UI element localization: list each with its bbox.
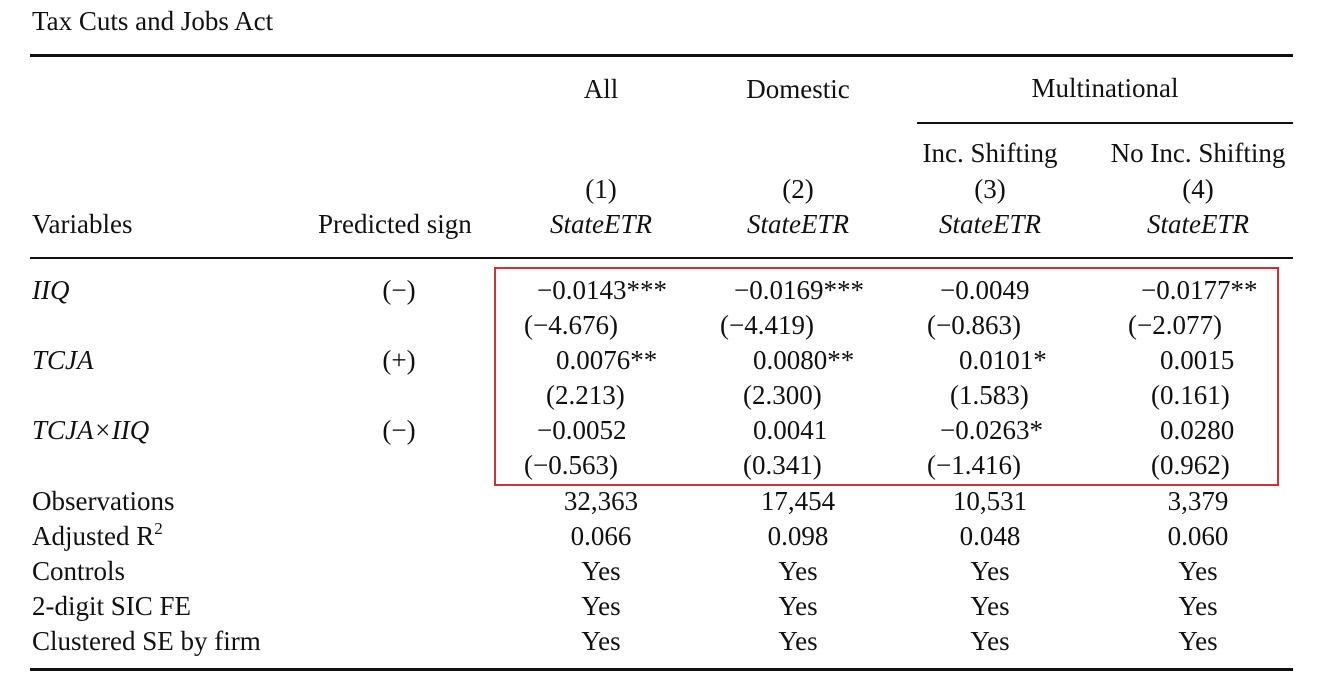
tstat-cell: (−0.863) bbox=[927, 310, 1021, 340]
coef-cell: −0.0177** bbox=[1141, 275, 1258, 305]
dep-var: StateETR bbox=[1147, 209, 1249, 239]
stat-cell: Yes bbox=[970, 591, 1010, 621]
stat-cell: Yes bbox=[778, 591, 818, 621]
header-rule bbox=[30, 257, 1293, 259]
stat-cell: 32,363 bbox=[563, 486, 639, 516]
stat-cell: 0.066 bbox=[570, 521, 632, 551]
stat-cell: 0.048 bbox=[959, 521, 1021, 551]
stat-cell: 0.098 bbox=[767, 521, 829, 551]
stat-cell: Yes bbox=[581, 626, 621, 656]
stat-label-controls: Controls bbox=[32, 556, 126, 586]
stat-cell: Yes bbox=[778, 626, 818, 656]
tstat-cell: (−4.676) bbox=[524, 310, 618, 340]
group-multinational: Multinational bbox=[1031, 73, 1179, 103]
coef-cell: −0.0049 bbox=[940, 275, 1030, 305]
tstat-cell: (−2.077) bbox=[1128, 310, 1222, 340]
coef-cell: 0.0280 bbox=[1160, 415, 1235, 445]
var-name-tcja-x-iiq: TCJA×IIQ bbox=[32, 415, 150, 445]
tstat-cell: (−1.416) bbox=[927, 450, 1021, 480]
col-number: (4) bbox=[1182, 174, 1214, 204]
tstat-cell: (0.161) bbox=[1151, 380, 1230, 410]
dep-var: StateETR bbox=[747, 209, 849, 239]
table-caption: Tax Cuts and Jobs Act bbox=[32, 6, 274, 36]
stat-label-sic-fe: 2-digit SIC FE bbox=[32, 591, 192, 621]
stat-cell: Yes bbox=[778, 556, 818, 586]
stat-label-observations: Observations bbox=[32, 486, 175, 516]
tstat-cell: (2.213) bbox=[546, 380, 625, 410]
var-name-iiq: IIQ bbox=[32, 275, 70, 305]
stat-cell: Yes bbox=[970, 556, 1010, 586]
stat-cell: Yes bbox=[1178, 626, 1218, 656]
tstat-cell: (2.300) bbox=[743, 380, 822, 410]
coef-cell: 0.0015 bbox=[1160, 345, 1235, 375]
bottom-rule bbox=[30, 668, 1293, 671]
stat-cell: 17,454 bbox=[760, 486, 836, 516]
tstat-cell: (−0.563) bbox=[524, 450, 618, 480]
stat-cell: Yes bbox=[581, 591, 621, 621]
stat-cell: Yes bbox=[581, 556, 621, 586]
tstat-cell: (1.583) bbox=[950, 380, 1029, 410]
stat-label-adjusted-r2: Adjusted R2 bbox=[32, 519, 163, 556]
highlight-box bbox=[494, 267, 1279, 486]
col-number: (2) bbox=[782, 174, 814, 204]
coef-cell: 0.0080** bbox=[753, 345, 855, 375]
group-domestic: Domestic bbox=[746, 74, 850, 104]
stat-cell: Yes bbox=[1178, 556, 1218, 586]
stat-cell: 3,379 bbox=[1167, 486, 1229, 516]
col-number: (3) bbox=[974, 174, 1006, 204]
top-rule bbox=[30, 54, 1293, 57]
stat-cell: Yes bbox=[1178, 591, 1218, 621]
multinational-rule bbox=[917, 122, 1293, 124]
coef-cell: −0.0263* bbox=[940, 415, 1043, 445]
sub-no-inc-shifting: No Inc. Shifting bbox=[1110, 138, 1286, 168]
predicted-sign: (+) bbox=[382, 345, 416, 375]
predicted-sign-header: Predicted sign bbox=[318, 209, 472, 239]
dep-var: StateETR bbox=[939, 209, 1041, 239]
coef-cell: −0.0143*** bbox=[537, 275, 667, 305]
r2-superscript: 2 bbox=[154, 519, 163, 538]
coef-cell: 0.0101* bbox=[959, 345, 1047, 375]
coef-cell: 0.0041 bbox=[753, 415, 828, 445]
stat-cell: 0.060 bbox=[1167, 521, 1229, 551]
dep-var: StateETR bbox=[550, 209, 652, 239]
stat-cell: 10,531 bbox=[952, 486, 1028, 516]
adjusted-label-text: Adjusted R bbox=[32, 521, 155, 551]
variables-header: Variables bbox=[32, 209, 133, 239]
coef-cell: 0.0076** bbox=[556, 345, 658, 375]
stat-label-clustered-se: Clustered SE by firm bbox=[32, 626, 261, 656]
predicted-sign: (−) bbox=[382, 275, 416, 305]
col-number: (1) bbox=[585, 174, 617, 204]
coef-cell: −0.0052 bbox=[537, 415, 627, 445]
tstat-cell: (−4.419) bbox=[720, 310, 814, 340]
tstat-cell: (0.341) bbox=[743, 450, 822, 480]
sub-inc-shifting: Inc. Shifting bbox=[922, 138, 1058, 168]
group-all: All bbox=[583, 74, 619, 104]
stat-cell: Yes bbox=[970, 626, 1010, 656]
var-name-tcja: TCJA bbox=[32, 345, 94, 375]
tstat-cell: (0.962) bbox=[1151, 450, 1230, 480]
coef-cell: −0.0169*** bbox=[734, 275, 864, 305]
predicted-sign: (−) bbox=[382, 415, 416, 445]
